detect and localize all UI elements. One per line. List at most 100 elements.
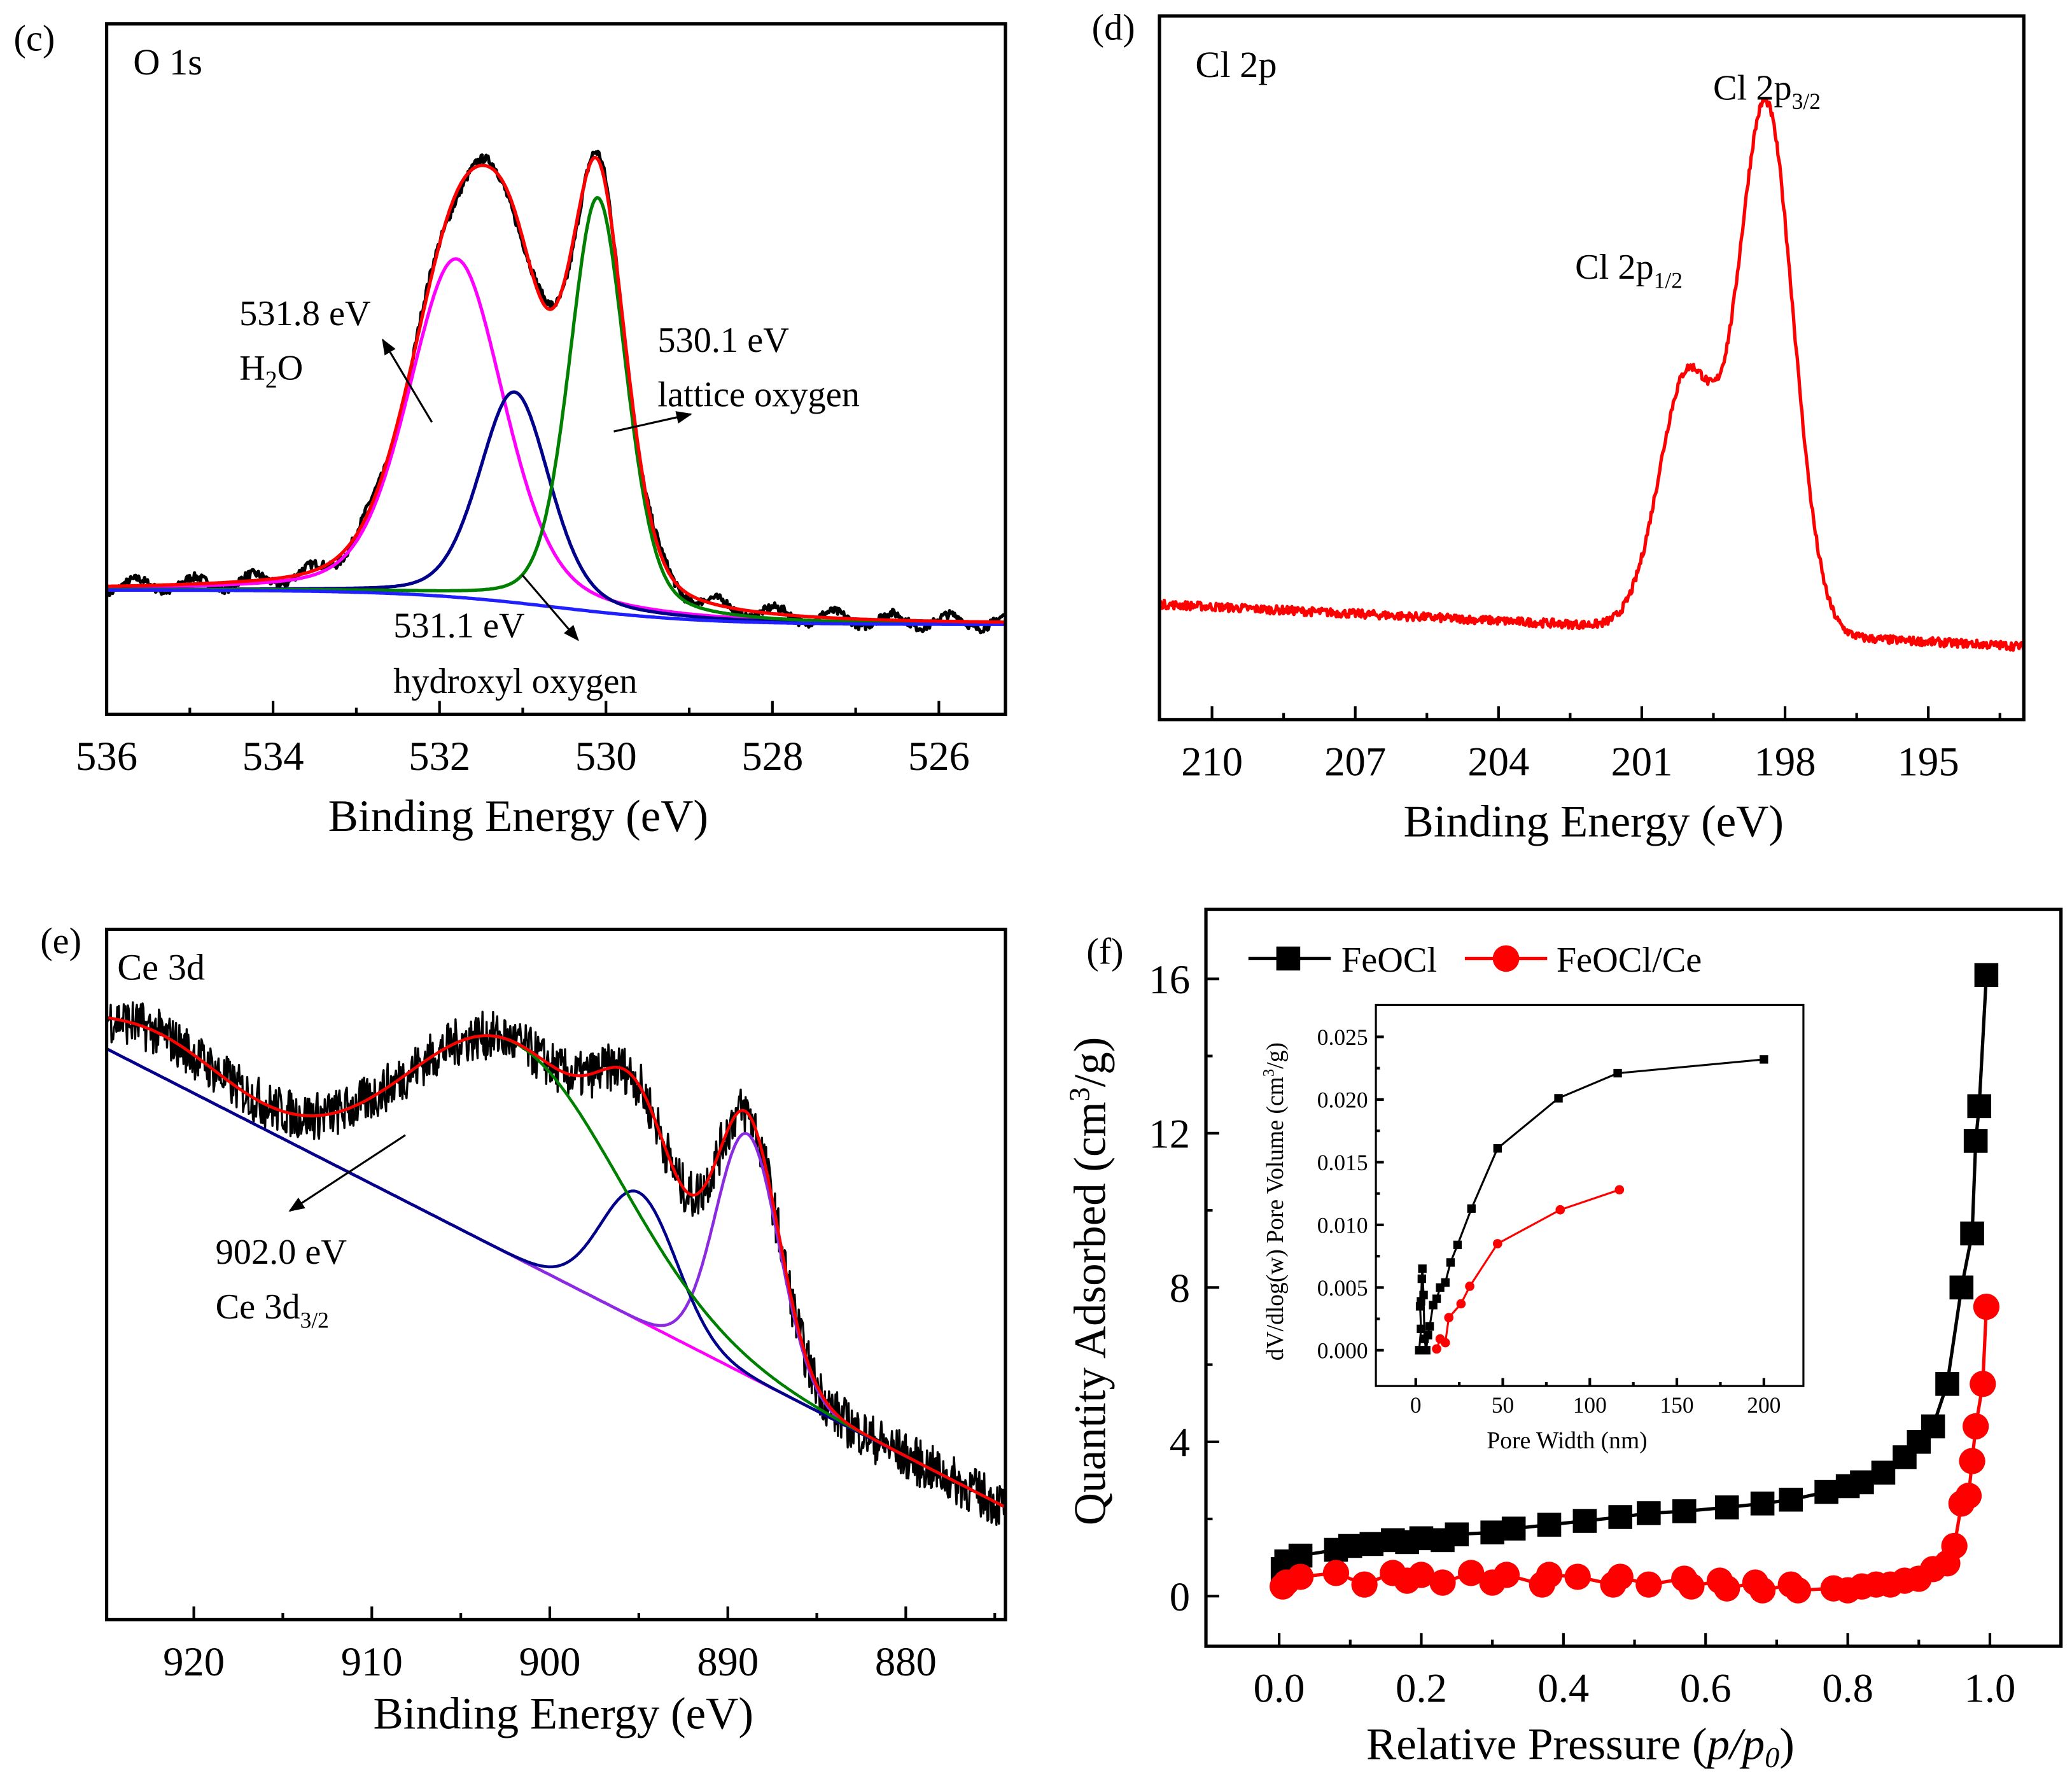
data-point bbox=[1555, 1205, 1565, 1215]
data-point bbox=[1714, 1575, 1740, 1602]
data-point bbox=[1432, 1294, 1441, 1303]
annotation-ce-label: Ce 3d3/2 bbox=[216, 1287, 329, 1333]
x-axis-label: Binding Energy (eV) bbox=[374, 1689, 753, 1738]
data-point bbox=[1935, 1372, 1959, 1396]
panel-e: (e) Ce 3d 920 910 900 890 880 Binding Energy… bbox=[40, 920, 1007, 1738]
data-point bbox=[1432, 1344, 1441, 1354]
x-axis-label: Relative Pressure (p/p0) bbox=[1366, 1719, 1795, 1773]
x-tick-label: 920 bbox=[163, 1639, 225, 1684]
panel-f: (f) 0.0 0.2 0.4 0.6 0.8 1.0 0 4 8 12 16 Relative P… bbox=[1063, 907, 2063, 1773]
data-point bbox=[1419, 1290, 1428, 1299]
data-point bbox=[1678, 1573, 1705, 1600]
x-tick-label: 528 bbox=[741, 733, 803, 779]
x-tick-label: 532 bbox=[409, 733, 470, 779]
data-point bbox=[1322, 1560, 1350, 1586]
annotation-lattice-label: lattice oxygen bbox=[657, 375, 860, 414]
x-tick-label: 900 bbox=[519, 1639, 580, 1684]
raw-spectrum bbox=[105, 1001, 1007, 1527]
panel-d: (d) Cl 2p 210 207 204 201 198 195 Binding Ene… bbox=[1092, 7, 2026, 846]
x-tick-label: 210 bbox=[1181, 738, 1243, 784]
data-point bbox=[1441, 1278, 1450, 1287]
data-point bbox=[1429, 1569, 1456, 1596]
chart-title: O 1s bbox=[133, 41, 202, 83]
data-point bbox=[1784, 1577, 1812, 1604]
data-point bbox=[1637, 1501, 1661, 1525]
plot-area: 210 207 204 201 198 195 bbox=[1158, 14, 2026, 784]
panel-label: (d) bbox=[1092, 7, 1135, 48]
x-tick-label: 0.0 bbox=[1254, 1665, 1305, 1711]
data-point bbox=[1672, 1499, 1697, 1523]
x-tick-label: 195 bbox=[1898, 738, 1959, 784]
spectrum-curve bbox=[1158, 97, 2026, 652]
data-point bbox=[1960, 1221, 1984, 1246]
annotation-h2o-label: H2O bbox=[239, 349, 303, 394]
data-point bbox=[1501, 1516, 1526, 1541]
data-point bbox=[1959, 1448, 1985, 1474]
data-point bbox=[1480, 1520, 1504, 1545]
x-tick-label: 526 bbox=[908, 733, 970, 779]
data-point bbox=[1564, 1563, 1591, 1590]
data-point bbox=[1973, 1293, 2000, 1320]
plot-frame bbox=[104, 22, 1007, 717]
x-tick-label: 0.4 bbox=[1537, 1665, 1589, 1711]
inset-x-axis-label: Pore Width (nm) bbox=[1487, 1428, 1647, 1454]
data-point bbox=[1921, 1414, 1945, 1439]
x-tick-label: 880 bbox=[875, 1639, 937, 1684]
data-point bbox=[1554, 1094, 1563, 1103]
data-point bbox=[1445, 1522, 1469, 1547]
arrow bbox=[288, 1134, 406, 1212]
data-point bbox=[1440, 1338, 1450, 1348]
x-tick-label: 0.2 bbox=[1396, 1665, 1447, 1711]
data-point bbox=[1814, 1479, 1838, 1504]
x-tick-label: 150 bbox=[1660, 1392, 1693, 1418]
x-tick-label: 201 bbox=[1611, 738, 1672, 784]
data-point bbox=[1458, 1560, 1485, 1586]
x-tick-label: 0.8 bbox=[1822, 1665, 1873, 1711]
x-tick-label: 0.6 bbox=[1680, 1665, 1732, 1711]
y-axis-label: Quantity Adsorbed (cm3/g) bbox=[1063, 1037, 1115, 1526]
annotation-hydroxyl: 531.1 eV bbox=[393, 606, 525, 645]
arrow bbox=[521, 574, 579, 641]
data-point bbox=[1955, 1483, 1982, 1509]
x-axis-label: Binding Energy (eV) bbox=[1404, 797, 1784, 846]
data-point bbox=[1417, 1324, 1425, 1334]
y-tick-label: 0.010 bbox=[1317, 1212, 1368, 1238]
envelope-curve bbox=[106, 156, 1006, 624]
plot-frame bbox=[104, 927, 1007, 1621]
panel-label: (c) bbox=[13, 17, 55, 59]
x-tick-label: 50 bbox=[1492, 1392, 1514, 1418]
annotation-lattice: 530.1 eV bbox=[657, 321, 789, 360]
chart-title: Cl 2p bbox=[1195, 44, 1277, 85]
data-point bbox=[1415, 1346, 1424, 1355]
data-point bbox=[1338, 1534, 1362, 1558]
data-point bbox=[1359, 1532, 1384, 1556]
legend: FeOCl FeOCl/Ce bbox=[1248, 940, 1702, 980]
y-tick-label: 0.015 bbox=[1317, 1150, 1368, 1175]
legend-marker-circle bbox=[1492, 945, 1520, 972]
data-point bbox=[1714, 1495, 1739, 1520]
data-point bbox=[1418, 1264, 1427, 1273]
annotation-cl2p32: Cl 2p3/2 bbox=[1713, 68, 1821, 114]
y-tick-label: 4 bbox=[1170, 1420, 1190, 1465]
background-curve bbox=[106, 588, 1006, 626]
x-tick-label: 536 bbox=[76, 733, 137, 779]
data-point bbox=[1608, 1505, 1632, 1529]
data-point bbox=[1537, 1513, 1562, 1537]
x-tick-label: 100 bbox=[1573, 1392, 1607, 1418]
data-point bbox=[1949, 1275, 1974, 1300]
annotation-h2o: 531.8 eV bbox=[239, 294, 371, 333]
data-point bbox=[1465, 1282, 1474, 1291]
x-tick-label: 910 bbox=[341, 1639, 403, 1684]
x-tick-label: 204 bbox=[1467, 738, 1529, 784]
arrow bbox=[613, 411, 692, 433]
data-point bbox=[1967, 1094, 1992, 1119]
inset-y-axis-label: dV/dlog(w) Pore Volume (cm3/g) bbox=[1260, 1042, 1289, 1360]
data-point bbox=[1970, 1371, 1996, 1397]
data-point bbox=[1760, 1055, 1768, 1064]
plot-frame bbox=[1158, 14, 2026, 722]
data-point bbox=[1750, 1492, 1775, 1516]
data-point bbox=[1417, 1274, 1427, 1283]
data-point bbox=[1453, 1240, 1462, 1250]
y-tick-label: 0 bbox=[1170, 1574, 1190, 1619]
